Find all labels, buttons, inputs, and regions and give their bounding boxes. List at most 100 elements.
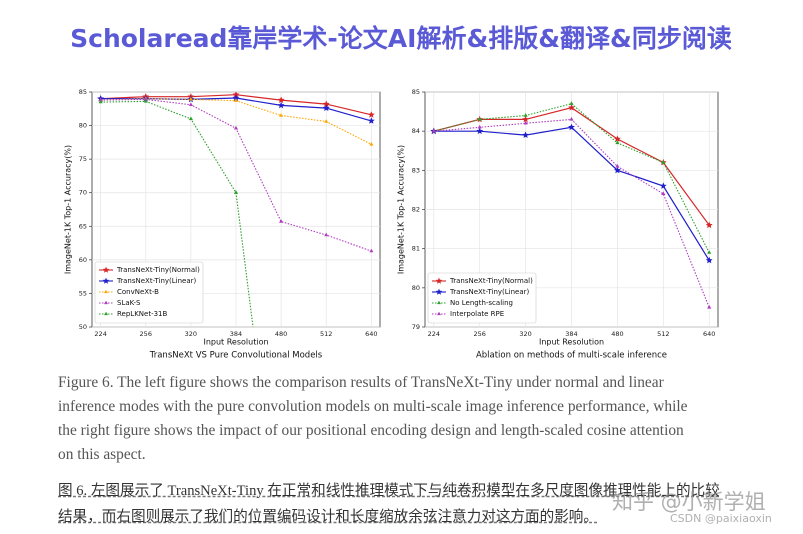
data-point	[367, 117, 375, 124]
data-point	[523, 120, 528, 125]
legend-marker	[104, 289, 108, 294]
legend-label: TransNeXt-Tiny(Normal)	[449, 277, 533, 285]
data-point	[188, 97, 193, 101]
watermark: 知乎 @小新学姐	[612, 490, 766, 514]
y-tick-label: 55	[79, 289, 87, 297]
chart-subtitle: TransNeXt VS Pure Convolutional Models	[149, 351, 323, 361]
data-point	[322, 100, 330, 107]
x-tick-label: 640	[703, 330, 715, 338]
legend-label: SLaK-S	[117, 299, 141, 307]
chart-subtitle: Ablation on methods of multi-scale infer…	[476, 351, 667, 361]
data-point	[279, 219, 284, 223]
data-point	[324, 119, 329, 123]
x-tick-label: 224	[94, 330, 106, 338]
data-point	[522, 131, 529, 138]
page-title: Scholaread靠岸学术-论文AI解析&排版&翻译&同步阅读	[70, 24, 732, 53]
plot-area	[97, 92, 375, 327]
y-tick-label: 80	[79, 122, 87, 130]
data-point	[568, 104, 575, 111]
x-tick-label: 256	[473, 330, 485, 338]
x-tick-label: 512	[657, 330, 669, 338]
x-tick-label: 480	[611, 330, 623, 338]
translation-line: 图 6. 左图展示了 TransNeXt-Tiny 在正常和线性推理模式下与纯卷…	[58, 483, 720, 499]
data-point	[523, 113, 528, 117]
x-tick-label: 480	[275, 330, 287, 338]
y-tick-label: 50	[79, 323, 87, 331]
data-point	[661, 191, 666, 195]
data-point	[98, 97, 103, 102]
data-point	[476, 127, 484, 135]
legend-box	[427, 272, 537, 324]
legend-marker	[104, 311, 108, 316]
x-tick-label: 512	[320, 330, 332, 338]
y-tick-label: 85	[79, 88, 87, 96]
data-point	[707, 250, 712, 254]
data-point	[369, 248, 374, 253]
data-point	[188, 102, 193, 106]
data-point	[522, 115, 529, 123]
legend-marker	[437, 300, 441, 305]
y-tick-label: 85	[412, 88, 420, 96]
legend-label: TransNeXt-Tiny(Normal)	[116, 266, 200, 274]
y-tick-label: 81	[412, 245, 420, 253]
data-point	[477, 117, 482, 121]
y-tick-label: 82	[412, 206, 420, 214]
data-point	[614, 166, 621, 174]
data-point	[659, 182, 667, 189]
data-point	[705, 221, 713, 229]
data-point	[615, 140, 620, 145]
data-point	[369, 142, 374, 146]
plot-area	[430, 101, 713, 309]
data-point	[322, 104, 330, 111]
legend-label: No Length-scaling	[450, 299, 513, 307]
legend-box	[94, 261, 204, 324]
x-tick-label: 384	[230, 330, 242, 338]
y-tick-label: 79	[412, 323, 420, 331]
x-axis-label: Input Resolution	[539, 338, 604, 347]
y-tick-label: 65	[79, 222, 87, 230]
x-tick-label: 320	[185, 330, 197, 338]
data-point	[232, 94, 240, 101]
data-point	[705, 256, 713, 264]
data-point	[233, 98, 239, 102]
y-tick-label: 70	[79, 189, 87, 197]
legend-label: TransNeXt-Tiny(Linear)	[449, 288, 530, 296]
y-axis-label: ImageNet-1K Top-1 Accuracy(%)	[64, 145, 73, 274]
legend-marker	[104, 300, 108, 305]
legend-marker	[102, 266, 110, 273]
caption-line: on this aspect.	[58, 446, 146, 463]
legend-marker	[437, 311, 441, 316]
data-point	[661, 160, 666, 164]
data-point	[477, 124, 482, 129]
y-axis-label: ImageNet-1K Top-1 Accuracy(%)	[397, 145, 406, 274]
caption-line: Figure 6. The left figure shows the comp…	[58, 374, 664, 391]
watermark: CSDN @paixiaoxin	[670, 512, 772, 525]
data-point	[233, 190, 239, 194]
x-tick-label: 224	[428, 330, 440, 338]
data-point	[279, 113, 284, 117]
y-tick-label: 80	[412, 284, 420, 292]
caption-line: the right figure shows the impact of our…	[58, 422, 684, 439]
legend-label: Interpolate RPE	[450, 310, 504, 318]
y-tick-label: 84	[412, 127, 420, 135]
data-point	[431, 128, 436, 133]
data-point	[188, 116, 193, 121]
x-tick-label: 640	[365, 330, 377, 338]
data-point	[569, 117, 574, 121]
x-tick-label: 256	[140, 330, 152, 338]
figure: Scholaread靠岸学术-论文AI解析&排版&翻译&同步阅读 50 55 60 6…	[64, 24, 732, 361]
data-point	[569, 101, 574, 105]
data-point	[277, 101, 285, 109]
legend-marker	[435, 288, 443, 295]
data-point	[614, 135, 621, 142]
y-tick-label: 60	[79, 256, 87, 264]
data-point	[233, 125, 239, 130]
data-point	[367, 111, 375, 118]
data-point	[707, 305, 712, 309]
data-point	[615, 164, 620, 168]
x-axis-label: Input Resolution	[203, 338, 268, 347]
legend-marker	[102, 277, 110, 284]
legend-marker	[435, 277, 443, 284]
legend-label: RepLKNet-31B	[117, 310, 168, 318]
